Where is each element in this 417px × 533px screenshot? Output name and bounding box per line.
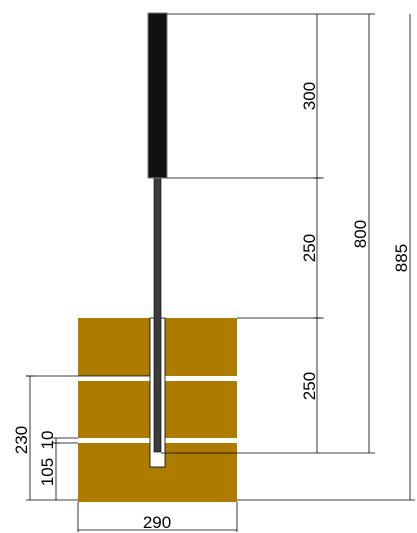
dim-lower-stripe-depth: 230 <box>12 426 31 454</box>
dim-base-width: 290 <box>143 513 171 532</box>
dimension-lines <box>26 14 411 531</box>
dim-bottom-depth: 105 <box>38 458 57 486</box>
dim-embedded-height: 250 <box>300 372 319 400</box>
dim-upper-post-height: 250 <box>300 234 319 262</box>
sign-panel <box>147 12 168 179</box>
dim-total-height: 885 <box>392 244 411 272</box>
post <box>153 175 162 453</box>
dim-sign-height: 300 <box>300 82 319 110</box>
dim-small-gap: 10 <box>38 431 57 450</box>
dim-post-bottom-height: 800 <box>351 220 370 248</box>
